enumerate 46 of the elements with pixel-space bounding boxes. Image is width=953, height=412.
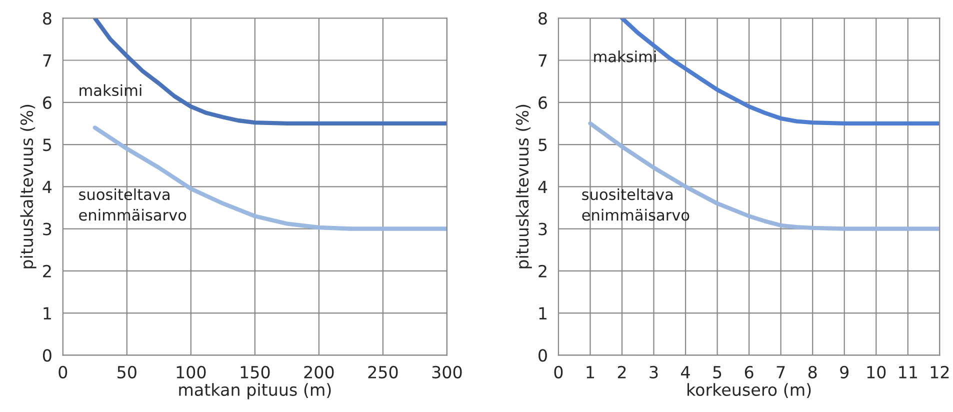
- y-tick-label: 1: [44, 307, 51, 320]
- x-tick-label: 5: [713, 366, 722, 378]
- x-tick-label: 250: [368, 366, 398, 378]
- y-tick-label: 2: [43, 264, 51, 278]
- y-tick-label: 4: [42, 180, 52, 193]
- series-label: maksimi: [80, 84, 142, 96]
- y-tick-label: 1: [539, 307, 546, 320]
- y-tick-label: 2: [538, 264, 546, 278]
- y-tick-label: 8: [43, 12, 52, 25]
- x-tick-label: 6: [744, 366, 754, 378]
- y-tick-label: 5: [43, 138, 52, 152]
- x-tick-label: 150: [240, 366, 270, 378]
- x-tick-label: 7: [776, 366, 785, 378]
- y-tick-label: 5: [538, 138, 547, 152]
- y-tick-label: 6: [538, 96, 547, 109]
- x-tick-label: 2: [618, 366, 626, 378]
- y-tick-label: 0: [42, 349, 52, 362]
- x-tick-label: 0: [554, 366, 563, 378]
- series-label: suositeltava enimmäisarvo: [582, 188, 690, 221]
- y-tick-label: 8: [538, 12, 547, 25]
- x-tick-label: 200: [304, 366, 334, 378]
- y-tick-label: 7: [43, 54, 52, 67]
- y-tick-label: 0: [538, 349, 547, 362]
- x-tick-label: 300: [432, 366, 462, 378]
- x-tick-label: 3: [650, 366, 658, 378]
- x-tick-label: 4: [681, 366, 690, 378]
- y-axis-title: pituuskaltevuus (%): [516, 104, 532, 268]
- x-tick-label: 50: [118, 366, 136, 378]
- y-tick-label: 3: [538, 222, 547, 236]
- x-tick-label: 10: [867, 366, 886, 378]
- x-tick-label: 100: [176, 366, 206, 378]
- x-tick-label: 9: [840, 366, 848, 378]
- y-tick-label: 7: [538, 54, 547, 67]
- x-tick-label: 0: [58, 366, 68, 378]
- y-tick-label: 4: [538, 180, 548, 193]
- x-tick-label: 12: [930, 366, 949, 378]
- y-axis-title: pituuskaltevuus (%): [20, 104, 36, 268]
- x-tick-label: 11: [899, 366, 917, 378]
- y-tick-label: 6: [43, 96, 52, 109]
- x-axis-title: matkan pituus (m): [179, 383, 331, 400]
- x-axis-title: korkeusero (m): [688, 383, 811, 398]
- series-label: suositeltava enimmäisarvo: [79, 188, 186, 221]
- x-tick-label: 1: [586, 366, 594, 378]
- series-label: maksimi: [594, 50, 656, 62]
- x-tick-label: 8: [808, 366, 817, 378]
- y-tick-label: 3: [43, 222, 52, 236]
